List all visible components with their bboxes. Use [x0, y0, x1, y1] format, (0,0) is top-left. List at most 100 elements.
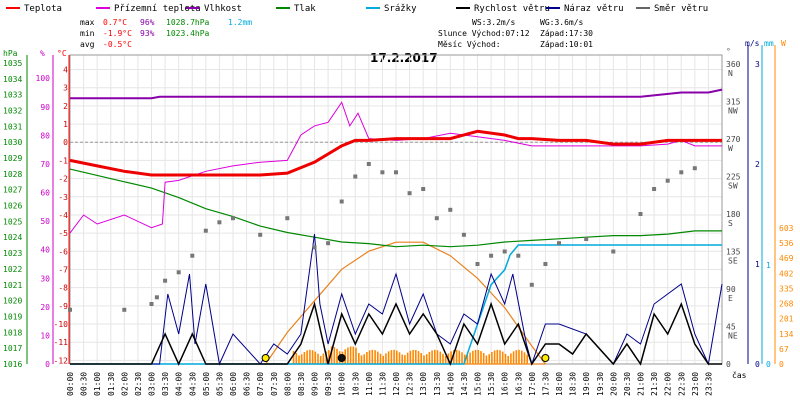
ground-temp-line	[69, 101, 722, 234]
humidity-tick: 20	[40, 303, 50, 312]
solar-bar	[444, 355, 447, 364]
solar-bar	[463, 354, 466, 364]
pressure-tick: 1031	[3, 122, 22, 131]
pressure-tick: 1028	[3, 170, 22, 179]
x-tick: 19:00	[582, 372, 591, 396]
solar-bar	[493, 350, 496, 364]
dir-unit: °	[726, 47, 731, 56]
x-tick: 11:30	[378, 372, 387, 396]
solar-bar	[415, 350, 417, 364]
temp-tick: 2	[63, 102, 68, 111]
info-wg: WG:3.6m/s	[540, 18, 584, 27]
solar-bar	[466, 355, 469, 364]
solar-tick: 402	[779, 269, 794, 278]
solar-bar	[328, 350, 330, 364]
dir-label: W	[728, 144, 733, 153]
solar-bar	[450, 351, 452, 364]
solar-bar	[458, 350, 461, 364]
stat-max-rain: 1.2mm	[228, 18, 252, 27]
humidity-tick: 30	[40, 274, 50, 283]
x-tick: 07:00	[256, 372, 265, 396]
sunset-marker	[541, 354, 550, 362]
pressure-tick: 1027	[3, 186, 22, 195]
pressure-tick: 1019	[3, 312, 22, 321]
solar-bar	[330, 346, 333, 364]
wind-dir-point	[176, 270, 181, 275]
x-tick: 15:30	[487, 372, 496, 396]
wind-dir-point	[149, 302, 154, 306]
x-tick: 19:30	[596, 372, 605, 396]
solar-bar	[404, 355, 406, 364]
humidity-tick: 10	[40, 331, 50, 340]
x-tick: 05:00	[202, 372, 211, 396]
solar-bar	[371, 349, 374, 364]
pressure-tick: 1035	[3, 59, 22, 68]
solar-tick: 536	[779, 239, 794, 248]
temp-tick: 3	[63, 84, 68, 93]
solar-bar	[390, 350, 393, 364]
solar-bar	[292, 351, 295, 364]
temp-tick: -5	[58, 229, 68, 238]
solar-bar	[309, 349, 311, 364]
humidity-line	[70, 88, 723, 100]
solar-bar	[336, 348, 338, 364]
humidity-tick: 80	[40, 131, 50, 140]
solar-tick: 67	[779, 345, 789, 354]
solar-bar	[355, 347, 357, 364]
solar-bar	[423, 355, 425, 364]
solar-bar	[352, 346, 355, 364]
x-tick: 22:00	[664, 372, 673, 396]
axes: hPa% °C1035103410331032103110301029102810…	[3, 39, 794, 396]
x-tick: 02:00	[120, 372, 129, 396]
x-tick: 12:00	[392, 372, 401, 396]
wind-dir-point	[394, 170, 398, 175]
solar-bar	[363, 354, 365, 364]
solar-tick: 268	[779, 300, 794, 309]
solar-bar	[300, 354, 303, 364]
solar-bar	[461, 352, 463, 364]
plot-area	[68, 88, 723, 367]
humidity-tick: 90	[40, 103, 50, 112]
wind-dir-point	[652, 187, 657, 191]
solar-bar	[349, 346, 352, 364]
dir-tick: 315	[726, 98, 741, 107]
wind-tick: 2	[755, 160, 760, 169]
solar-bar	[311, 350, 314, 364]
wind-dir-point	[122, 307, 127, 312]
solar-bar	[379, 353, 382, 364]
solar-bar	[523, 352, 526, 364]
solar-bar	[491, 352, 493, 364]
solar-bar	[507, 355, 509, 364]
wind-dir-point	[190, 253, 195, 258]
pressure-tick: 1025	[3, 217, 22, 226]
pressure-tick: 1033	[3, 91, 22, 100]
solar-tick: 201	[779, 315, 794, 324]
x-tick: 09:00	[311, 372, 320, 396]
dir-tick: 135	[726, 248, 741, 257]
temp-tick: 4	[63, 66, 68, 75]
wind-dir-point	[475, 262, 480, 266]
x-tick: 06:00	[229, 372, 238, 396]
temp-tick: -12	[54, 356, 69, 365]
x-axis-label: čas	[732, 370, 747, 380]
dir-label: NW	[728, 107, 738, 116]
pressure-line	[69, 168, 722, 248]
legend-item: Vlhkost	[204, 4, 242, 14]
x-tick: 17:30	[541, 372, 550, 396]
x-tick: 06:30	[243, 372, 252, 396]
legend-item: Tlak	[294, 4, 316, 14]
solar-tick: 469	[779, 254, 794, 263]
dir-tick: 45	[726, 323, 736, 332]
wind-dir-point	[339, 199, 344, 204]
solar-bar	[374, 350, 376, 364]
pressure-tick: 1029	[3, 154, 22, 163]
wind-dir-point	[353, 174, 358, 179]
temp-tick: 0	[63, 138, 68, 147]
wind-dir-point	[285, 216, 290, 221]
solar-bar	[406, 352, 409, 364]
x-tick: 23:30	[704, 372, 713, 396]
wind-dir-point	[154, 295, 159, 300]
stat-avg-temp: -0.5°C	[103, 40, 132, 49]
solar-bar	[521, 350, 523, 364]
wind-dir-point	[611, 249, 616, 254]
